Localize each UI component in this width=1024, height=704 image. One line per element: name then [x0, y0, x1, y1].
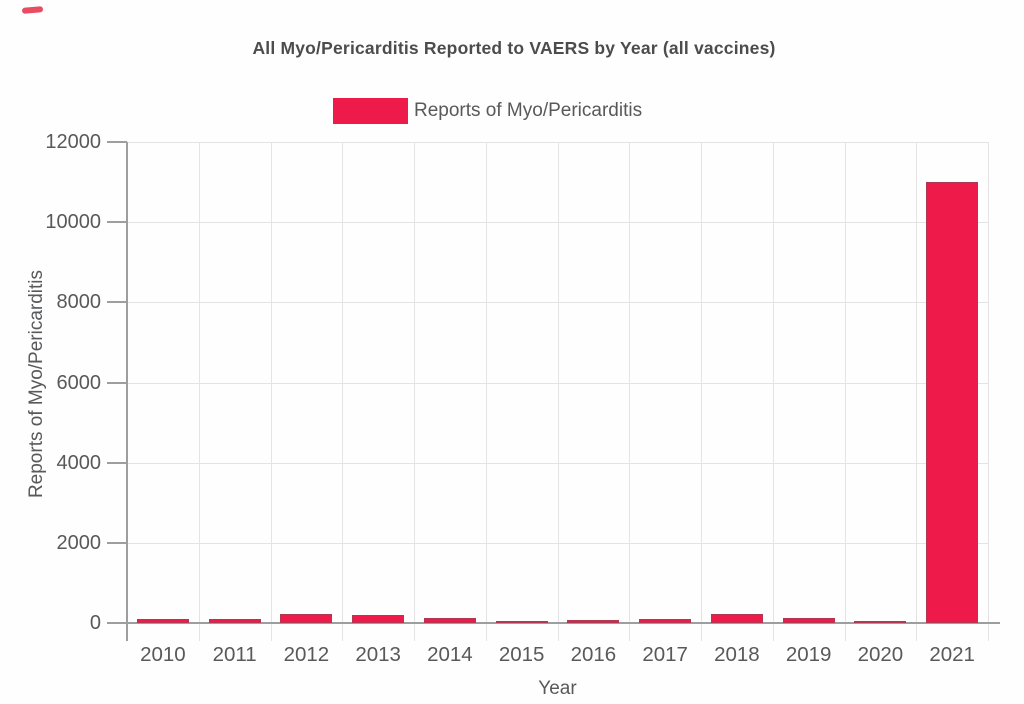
bar-2012 [280, 614, 333, 623]
v-gridline [342, 142, 344, 641]
x-tick-label: 2021 [929, 643, 975, 666]
v-gridline [485, 142, 487, 641]
y-tick-label: 6000 [56, 371, 102, 394]
x-axis-line [126, 622, 1000, 624]
v-gridline [557, 142, 559, 641]
y-axis-line [126, 142, 128, 641]
v-gridline [772, 142, 774, 641]
x-tick-label: 2017 [642, 643, 688, 666]
x-tick-label: 2012 [283, 643, 330, 666]
bar-2018 [710, 614, 763, 623]
bar-2020 [854, 621, 907, 623]
bar-2011 [208, 619, 261, 623]
legend-label: Reports of Myo/Pericarditis [414, 100, 643, 121]
v-gridline [270, 142, 272, 641]
bar-2014 [423, 618, 476, 623]
x-tick-label: 2010 [140, 643, 186, 666]
bar-2021 [926, 182, 979, 623]
bar-2015 [495, 621, 548, 623]
x-tick-label: 2016 [570, 643, 617, 666]
x-tick-label: 2018 [714, 643, 760, 666]
bar-2017 [639, 619, 692, 623]
y-tick-mark [107, 141, 127, 143]
x-tick-label: 2020 [857, 643, 904, 666]
x-tick-label: 2013 [355, 643, 401, 666]
bar-2013 [352, 615, 405, 623]
x-tick-label: 2014 [427, 643, 473, 666]
y-tick-mark [107, 301, 127, 304]
y-tick-label: 8000 [56, 291, 102, 314]
y-tick-label: 12000 [45, 131, 101, 153]
x-axis-title: Year [538, 678, 577, 699]
legend-color-swatch [333, 98, 408, 124]
x-tick-label: 2011 [212, 643, 257, 666]
y-tick-mark [107, 221, 127, 224]
x-tick-label: 2015 [498, 643, 545, 666]
y-tick-mark [107, 381, 127, 384]
red-pen-mark [21, 6, 44, 14]
bar-2010 [136, 619, 189, 623]
y-tick-mark [107, 541, 127, 544]
v-gridline [916, 142, 918, 641]
bar-2016 [567, 620, 620, 623]
y-tick-label: 10000 [45, 211, 101, 234]
v-gridline [198, 142, 200, 641]
chart-title: All Myo/Pericarditis Reported to VAERS b… [252, 38, 776, 58]
x-tick-label: 2019 [785, 643, 832, 666]
y-tick-label: 4000 [56, 451, 102, 474]
bar-2019 [782, 618, 835, 623]
y-tick-mark [107, 461, 127, 464]
v-gridline [844, 142, 846, 641]
y-tick-mark [107, 622, 127, 624]
v-gridline [988, 142, 989, 641]
v-gridline [701, 142, 702, 641]
y-tick-label: 2000 [56, 531, 102, 554]
v-gridline [629, 142, 631, 641]
v-gridline [414, 142, 415, 641]
y-tick-label: 0 [89, 612, 101, 634]
